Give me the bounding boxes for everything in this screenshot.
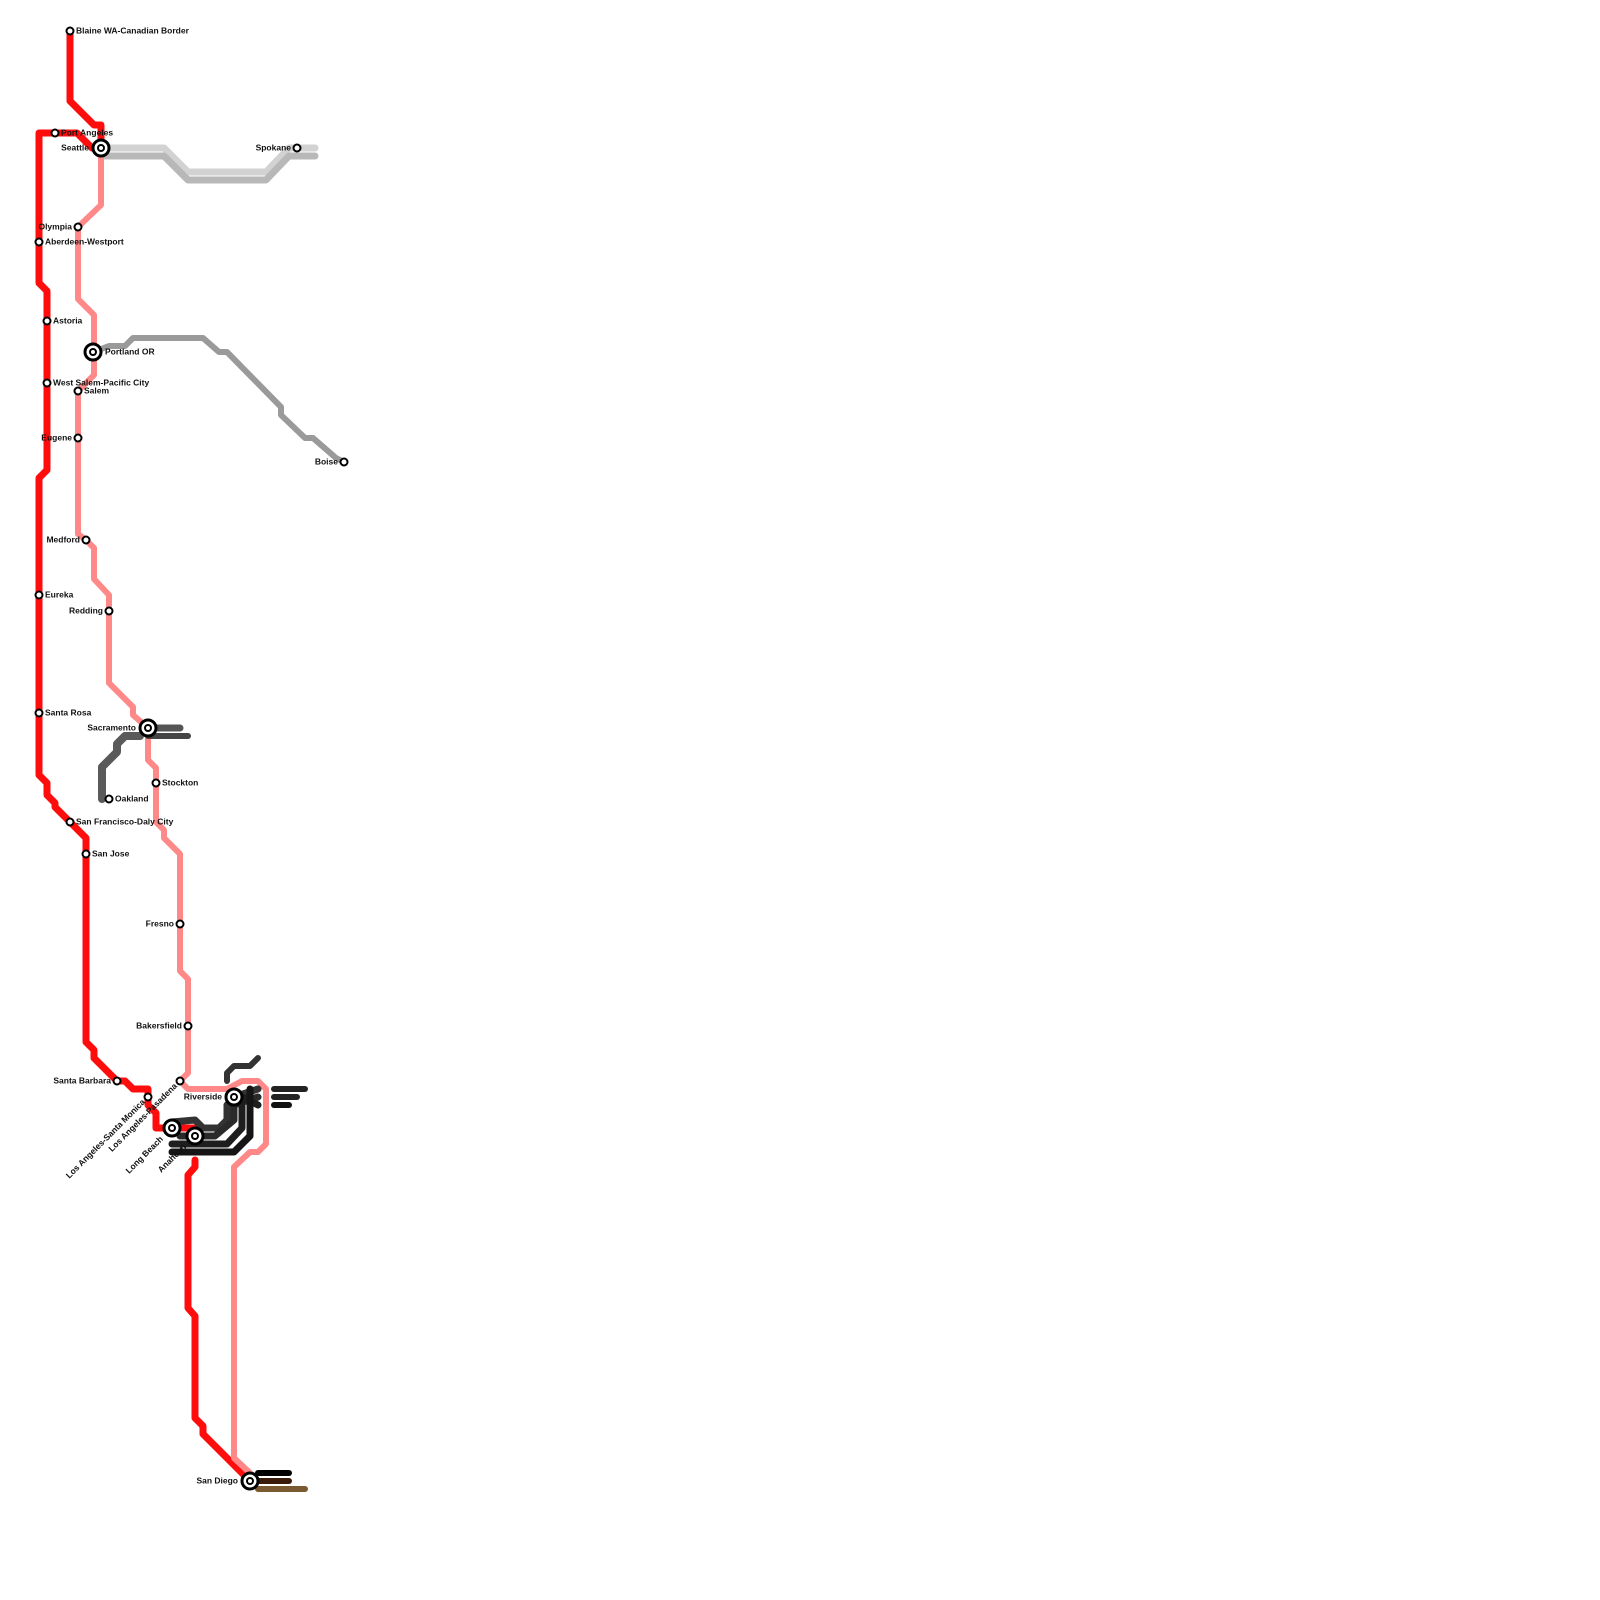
interchange-center — [97, 144, 105, 152]
station-label: Olympia — [38, 221, 72, 231]
interchange-center — [246, 1477, 254, 1485]
line — [184, 1156, 254, 1485]
station — [65, 817, 75, 827]
station — [292, 143, 302, 153]
station — [112, 1076, 122, 1086]
station-label: Port Angeles — [61, 127, 113, 137]
station-label: Blaine WA-Canadian Border — [76, 25, 190, 35]
interchange-center — [191, 1132, 199, 1140]
station-label: Salem — [84, 385, 109, 395]
station-label: Redding — [69, 605, 103, 615]
station — [81, 535, 91, 545]
station-label: Riverside — [184, 1091, 223, 1101]
station — [34, 708, 44, 718]
station-label: Stockton — [162, 777, 198, 787]
line — [98, 732, 144, 803]
station-label: San Francisco-Daly City — [76, 816, 174, 826]
station — [73, 222, 83, 232]
station-label: Eureka — [45, 589, 74, 599]
station-label: Fresno — [146, 918, 174, 928]
station — [151, 778, 161, 788]
station-label: Aberdeen-Westport — [45, 236, 124, 246]
interchange-center — [144, 724, 152, 732]
station — [104, 794, 114, 804]
line — [90, 335, 347, 465]
station — [104, 606, 114, 616]
station-label: Eugene — [41, 432, 72, 442]
interchange-center — [89, 348, 97, 356]
line — [35, 129, 199, 1132]
station — [339, 457, 349, 467]
station — [175, 1076, 185, 1086]
station-label: Astoria — [53, 315, 83, 325]
interchange-center — [230, 1093, 238, 1101]
station-label: Spokane — [256, 142, 292, 152]
line — [224, 1055, 261, 1084]
station — [73, 433, 83, 443]
station-label: San Diego — [196, 1475, 238, 1485]
station — [183, 1021, 193, 1031]
station-label: San Jose — [92, 848, 130, 858]
station-label: Oakland — [115, 793, 149, 803]
station — [34, 237, 44, 247]
station-label: Santa Rosa — [45, 707, 92, 717]
station — [42, 316, 52, 326]
station — [34, 590, 44, 600]
interchange-center — [168, 1124, 176, 1132]
station-label: Santa Barbara — [53, 1075, 111, 1085]
station — [81, 849, 91, 859]
station-label: Boise — [315, 456, 338, 466]
line — [168, 1085, 254, 1156]
station-label: Bakersfield — [136, 1020, 182, 1030]
station — [143, 1092, 153, 1102]
station — [73, 386, 83, 396]
station-label: Seattle — [61, 142, 89, 152]
station — [65, 26, 75, 36]
line — [97, 152, 319, 184]
station-label: Medford — [46, 534, 80, 544]
line — [75, 145, 269, 1476]
station — [42, 378, 52, 388]
station-label: Sacramento — [87, 722, 136, 732]
lines — [35, 27, 347, 1492]
station-label: Portland OR — [105, 346, 155, 356]
station-label: West Salem-Pacific City — [53, 377, 149, 387]
station — [175, 919, 185, 929]
line — [66, 27, 105, 146]
station — [50, 128, 60, 138]
